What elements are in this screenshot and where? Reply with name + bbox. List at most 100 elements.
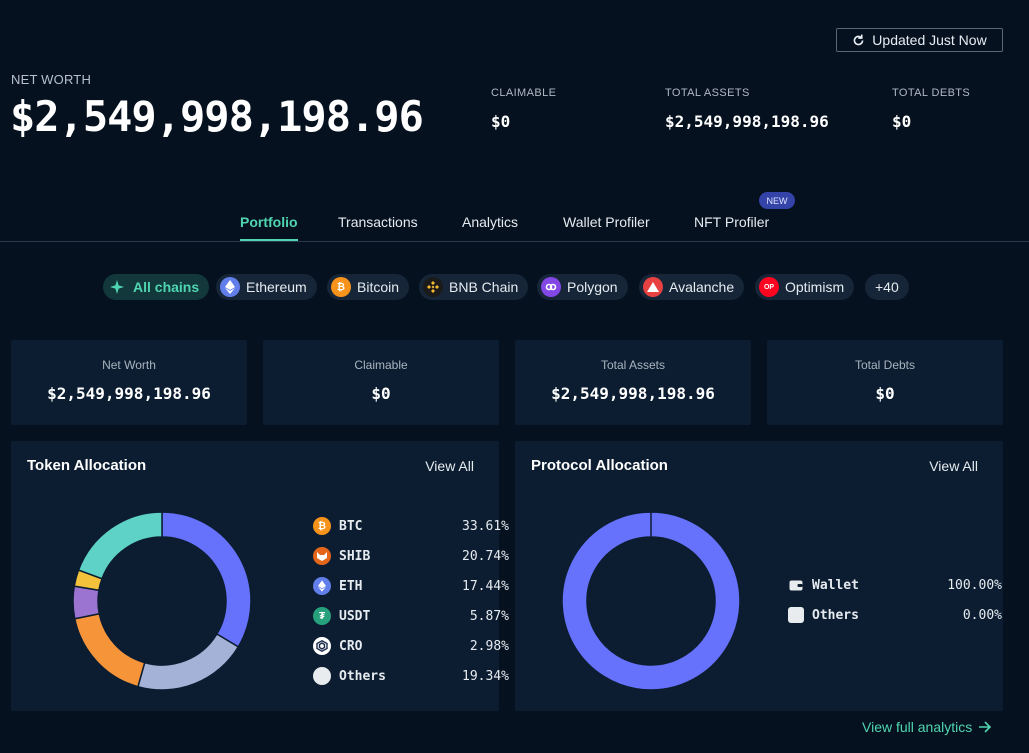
chain-label: Polygon: [567, 279, 618, 295]
summary-value: $0: [371, 384, 391, 403]
summary-card-total-assets: Total Assets $2,549,998,198.96: [515, 340, 751, 425]
legend-pct: 2.98%: [469, 638, 509, 654]
legend-name: Wallet: [812, 577, 859, 593]
all-chains-icon: [107, 277, 127, 297]
summary-card-net-worth: Net Worth $2,549,998,198.96: [11, 340, 247, 425]
others-icon: [313, 667, 331, 685]
stat-total-assets: TOTAL ASSETS $2,549,998,198.96: [665, 87, 829, 131]
legend-item-shib: SHIB 20.74%: [313, 547, 509, 565]
arrow-right-icon: [979, 721, 992, 733]
legend-pct: 17.44%: [462, 578, 509, 594]
summary-card-claimable: Claimable $0: [263, 340, 499, 425]
legend-pct: 100.00%: [947, 577, 1002, 593]
donut-slice-others: [77, 511, 163, 580]
legend-pct: 0.00%: [962, 607, 1002, 623]
chain-label: Ethereum: [246, 279, 307, 295]
token-allocation-panel: Token Allocation View All ₿ BTC 33.61% S…: [11, 441, 509, 711]
legend-name: BTC: [339, 518, 363, 534]
stat-claimable: CLAIMABLE $0: [491, 87, 556, 131]
chain-filter-bnb[interactable]: BNB Chain: [419, 274, 529, 300]
tab-transactions[interactable]: Transactions: [338, 214, 418, 230]
stat-label: TOTAL ASSETS: [665, 87, 750, 99]
polygon-icon: [541, 277, 561, 297]
tab-nft-profiler[interactable]: NFT Profiler: [694, 214, 770, 230]
summary-label: Total Assets: [600, 358, 666, 372]
legend-pct: 5.87%: [469, 608, 509, 624]
donut-slice-shib: [136, 632, 240, 691]
legend-name: Others: [339, 668, 386, 684]
legend-name: CRO: [339, 638, 363, 654]
legend-item-others: Others 19.34%: [313, 667, 509, 685]
btc-icon: ₿: [313, 517, 331, 535]
updated-just-now-button[interactable]: Updated Just Now: [836, 28, 1003, 52]
chain-filter-optimism[interactable]: OP Optimism: [755, 274, 855, 300]
summary-value: $2,549,998,198.96: [551, 384, 715, 403]
chain-filter-more[interactable]: +40: [865, 274, 909, 300]
legend-item-cro: CRO 2.98%: [313, 637, 509, 655]
legend-item-wallet: Wallet 100.00%: [788, 577, 1002, 593]
chain-label: +40: [875, 279, 899, 295]
chain-filter-avalanche[interactable]: Avalanche: [639, 274, 745, 300]
chain-filter-all[interactable]: All chains: [103, 274, 210, 300]
net-worth-label: NET WORTH: [11, 72, 92, 87]
legend-item-btc: ₿ BTC 33.61%: [313, 517, 509, 535]
protocol-allocation-panel: Protocol Allocation View All Wallet 100.…: [515, 441, 1003, 711]
chain-filter-polygon[interactable]: Polygon: [537, 274, 628, 300]
wallet-icon: [788, 577, 804, 593]
stat-label: CLAIMABLE: [491, 87, 557, 99]
chain-filter-ethereum[interactable]: Ethereum: [216, 274, 317, 300]
donut-slice-wallet: [561, 511, 741, 691]
chain-label: All chains: [133, 279, 200, 295]
legend-item-eth: ETH 17.44%: [313, 577, 509, 595]
summary-value: $2,549,998,198.96: [47, 384, 211, 403]
legend-item-others: Others 0.00%: [788, 607, 1002, 623]
new-badge: NEW: [759, 192, 795, 209]
analytics-link-label: View full analytics: [862, 719, 973, 735]
protocol-donut-chart: [561, 511, 741, 691]
ethereum-icon: [220, 277, 240, 297]
bnb-icon: [423, 277, 443, 297]
panel-title: Protocol Allocation: [531, 457, 668, 474]
tab-bar: Portfolio Transactions Analytics Wallet …: [0, 210, 1029, 242]
chain-label: Optimism: [785, 279, 845, 295]
eth-icon: [313, 577, 331, 595]
summary-label: Total Debts: [854, 358, 916, 372]
chain-label: Avalanche: [669, 279, 735, 295]
legend-name: Others: [812, 607, 859, 623]
tab-portfolio[interactable]: Portfolio: [240, 214, 298, 241]
view-full-analytics-link[interactable]: View full analytics: [862, 719, 992, 735]
view-all-link[interactable]: View All: [929, 458, 978, 474]
donut-slice-eth: [73, 612, 146, 688]
legend-name: USDT: [339, 608, 371, 624]
donut-slice-usdt: [72, 585, 101, 620]
legend-pct: 20.74%: [462, 548, 509, 564]
donut-slice-btc: [161, 511, 252, 648]
summary-label: Net Worth: [102, 358, 156, 372]
summary-label: Claimable: [354, 358, 408, 372]
usdt-icon: ₮: [313, 607, 331, 625]
avalanche-icon: [643, 277, 663, 297]
chain-filter-bitcoin[interactable]: ₿ Bitcoin: [327, 274, 410, 300]
legend-name: ETH: [339, 578, 363, 594]
update-label: Updated Just Now: [872, 32, 987, 48]
stat-value: $0: [892, 112, 912, 131]
optimism-icon: OP: [759, 277, 779, 297]
legend-pct: 33.61%: [462, 518, 509, 534]
tab-wallet-profiler[interactable]: Wallet Profiler: [563, 214, 650, 230]
view-all-link[interactable]: View All: [425, 458, 474, 474]
stat-label: TOTAL DEBTS: [892, 87, 971, 99]
chain-label: Bitcoin: [357, 279, 400, 295]
stat-value: $2,549,998,198.96: [665, 112, 829, 131]
cro-icon: [313, 637, 331, 655]
stat-total-debts: TOTAL DEBTS $0: [892, 87, 970, 131]
others-icon: [788, 607, 804, 623]
panel-title: Token Allocation: [27, 457, 147, 474]
legend-name: SHIB: [339, 548, 371, 564]
stat-value: $0: [491, 112, 511, 131]
legend-item-usdt: ₮ USDT 5.87%: [313, 607, 509, 625]
shib-icon: [313, 547, 331, 565]
bitcoin-icon: ₿: [331, 277, 351, 297]
net-worth-value: $2,549,998,198.96: [10, 92, 424, 141]
tab-analytics[interactable]: Analytics: [462, 214, 519, 230]
summary-value: $0: [875, 384, 895, 403]
